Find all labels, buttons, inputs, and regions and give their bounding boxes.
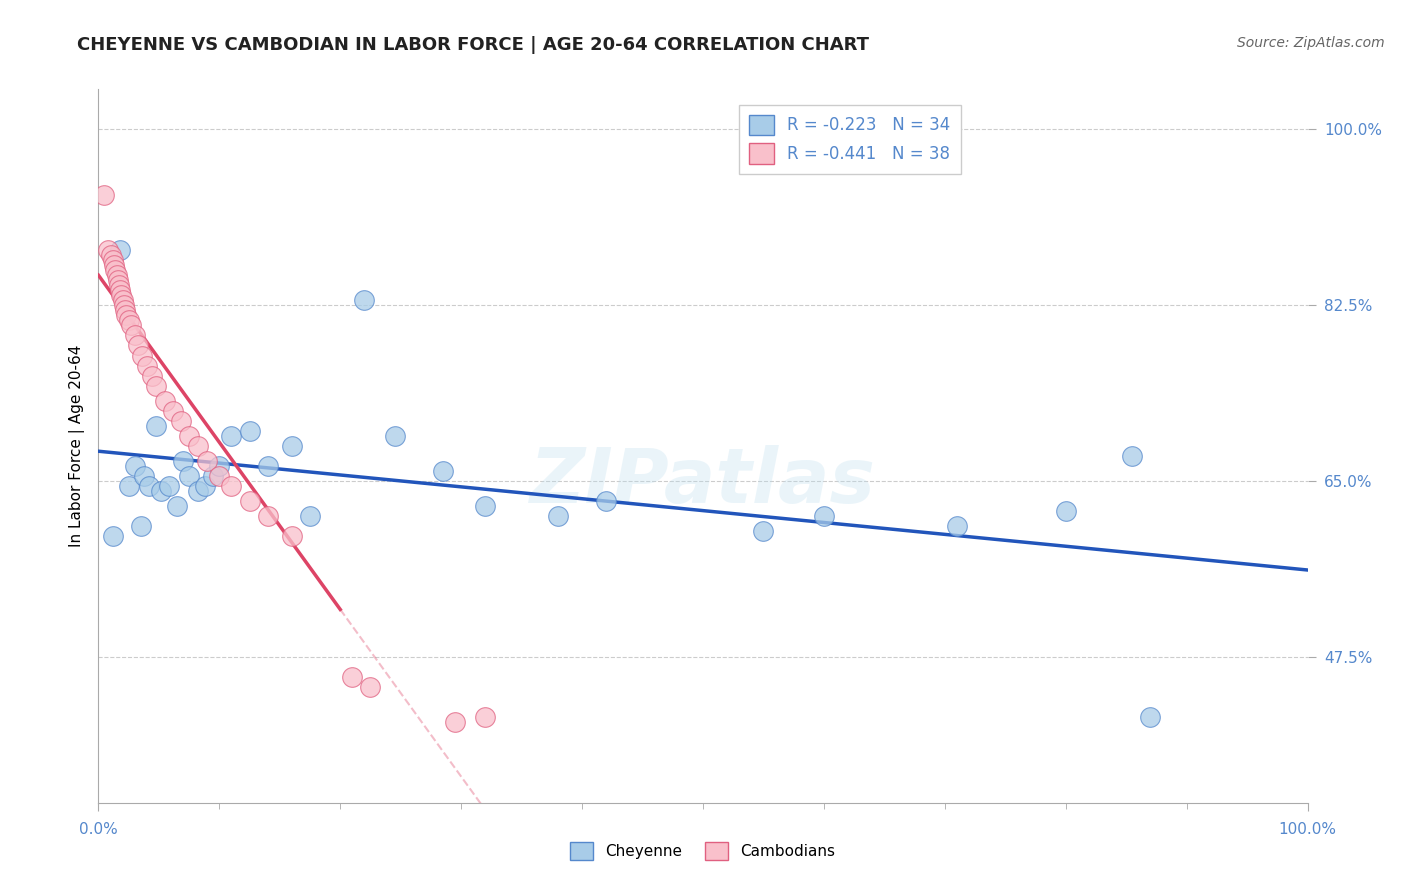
Point bbox=[432, 464, 454, 478]
Point bbox=[107, 273, 129, 287]
Point bbox=[162, 404, 184, 418]
Point bbox=[281, 439, 304, 453]
Point bbox=[547, 509, 569, 524]
Point bbox=[115, 309, 138, 323]
Point bbox=[138, 479, 160, 493]
Point bbox=[1121, 449, 1143, 463]
Point bbox=[179, 469, 201, 483]
Point bbox=[129, 519, 152, 533]
Text: ZIPatlas: ZIPatlas bbox=[530, 445, 876, 518]
Point bbox=[108, 278, 131, 293]
Text: CHEYENNE VS CAMBODIAN IN LABOR FORCE | AGE 20-64 CORRELATION CHART: CHEYENNE VS CAMBODIAN IN LABOR FORCE | A… bbox=[77, 36, 869, 54]
Point bbox=[299, 509, 322, 524]
Point bbox=[97, 243, 120, 257]
Point bbox=[752, 524, 775, 539]
Point bbox=[101, 529, 124, 543]
Point bbox=[595, 494, 617, 508]
Point bbox=[202, 469, 225, 483]
Point bbox=[104, 263, 127, 277]
Y-axis label: In Labor Force | Age 20-64: In Labor Force | Age 20-64 bbox=[69, 345, 84, 547]
Point bbox=[221, 429, 243, 443]
Point bbox=[342, 670, 364, 684]
Point bbox=[134, 469, 156, 483]
Point bbox=[353, 293, 375, 308]
Point bbox=[112, 298, 135, 312]
Point bbox=[114, 303, 136, 318]
Point bbox=[110, 288, 132, 302]
Point bbox=[256, 509, 278, 524]
Point bbox=[153, 393, 176, 408]
Point bbox=[145, 418, 167, 433]
Point bbox=[384, 429, 406, 443]
Point bbox=[281, 529, 304, 543]
Point bbox=[474, 500, 496, 514]
Point bbox=[474, 710, 496, 724]
Point bbox=[150, 484, 173, 499]
Point bbox=[157, 479, 180, 493]
Point bbox=[93, 187, 115, 202]
Point bbox=[444, 715, 467, 730]
Point bbox=[221, 479, 243, 493]
Point bbox=[208, 459, 231, 474]
Point bbox=[105, 268, 128, 282]
Point bbox=[135, 359, 157, 373]
Point bbox=[169, 414, 191, 428]
Point bbox=[179, 429, 201, 443]
Point bbox=[124, 328, 146, 343]
Point bbox=[256, 459, 278, 474]
Point bbox=[172, 454, 194, 468]
Point bbox=[195, 454, 218, 468]
Text: Source: ZipAtlas.com: Source: ZipAtlas.com bbox=[1237, 36, 1385, 50]
Legend: Cheyenne, Cambodians: Cheyenne, Cambodians bbox=[564, 836, 842, 866]
Point bbox=[127, 338, 149, 352]
Point bbox=[118, 479, 141, 493]
Point bbox=[208, 469, 231, 483]
Point bbox=[946, 519, 969, 533]
Point bbox=[239, 424, 262, 438]
Point bbox=[131, 349, 153, 363]
Point bbox=[239, 494, 262, 508]
Point bbox=[101, 253, 124, 268]
Point bbox=[360, 680, 382, 694]
Point bbox=[124, 459, 146, 474]
Point bbox=[111, 293, 134, 308]
Point bbox=[145, 378, 167, 392]
Point bbox=[187, 439, 209, 453]
Point bbox=[813, 509, 835, 524]
Point bbox=[194, 479, 217, 493]
Point bbox=[141, 368, 163, 383]
Point bbox=[187, 484, 209, 499]
Point bbox=[1139, 710, 1161, 724]
Point bbox=[108, 283, 131, 297]
Point bbox=[108, 243, 131, 257]
Point bbox=[103, 258, 125, 272]
Point bbox=[1054, 504, 1077, 518]
Point bbox=[100, 248, 122, 262]
Point bbox=[120, 318, 142, 333]
Point bbox=[118, 313, 141, 327]
Point bbox=[166, 500, 188, 514]
